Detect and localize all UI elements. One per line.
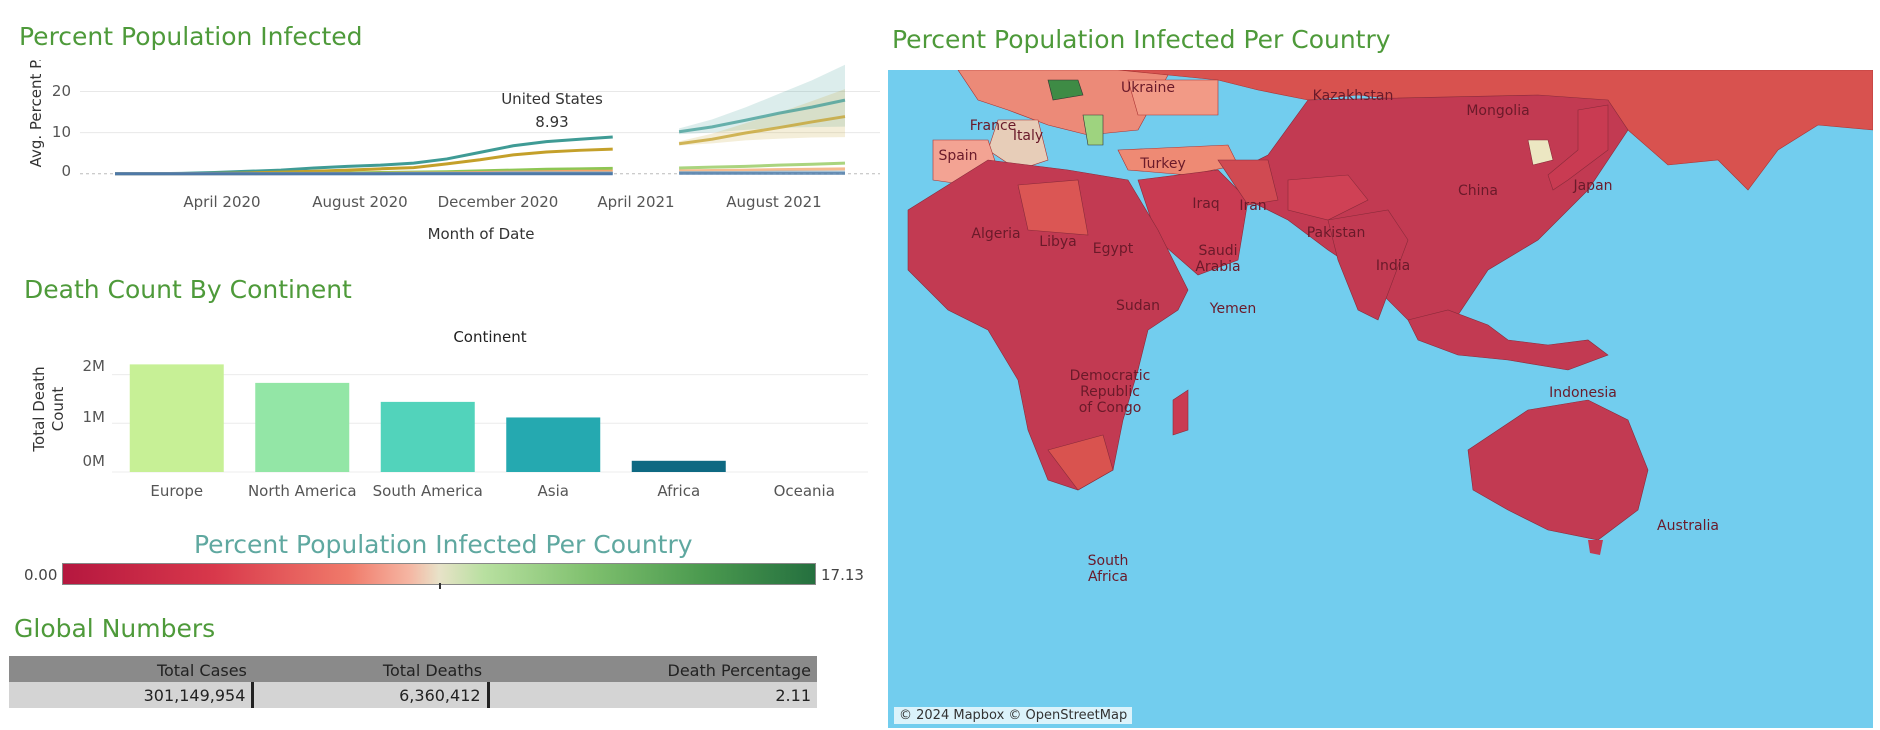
total-deaths-header: Total Deaths [252,656,489,682]
map-country-label: Spain [938,148,977,164]
map-country-label: France [970,118,1017,134]
map-country-label: Italy [1013,128,1043,144]
bar-asia[interactable] [506,417,601,472]
map-country-label: Ukraine [1121,80,1175,96]
line-x-tick: April 2021 [597,193,674,211]
line-series-3[interactable] [679,167,846,173]
line-x-tick: August 2020 [312,193,407,211]
line-y-tick: 20 [52,82,71,100]
czech-region[interactable] [1047,79,1084,101]
turkey-region[interactable] [1117,144,1239,176]
legend-min-label: 0.00 [24,566,58,584]
line-y-tick: 0 [61,162,71,180]
serbia-region[interactable] [1082,114,1104,146]
forecast-band [679,89,845,146]
bar-chart: Continent Total Death Count 2M 1M 0M Eur… [30,328,868,500]
line-series-0[interactable] [678,98,846,134]
death-percentage-header: Death Percentage [488,656,817,682]
map-attribution[interactable]: © 2024 Mapbox © OpenStreetMap [894,707,1133,724]
legend-marker [439,583,441,589]
map-country-label: China [1458,183,1498,199]
indonesia-region[interactable] [1407,309,1609,371]
tasmania-region[interactable] [1588,540,1603,555]
map-country-label: Mongolia [1466,103,1529,119]
map-country-label: Japan [1572,178,1612,194]
map-country-label: Egypt [1093,241,1134,257]
line-y-tick: 10 [52,123,71,141]
death-percentage-value: 2.11 [488,682,817,708]
color-legend-gradient [62,563,816,585]
pakistan-region[interactable] [1287,174,1369,221]
bar-y-axis-title-line2: Count [49,387,67,432]
india-region[interactable] [1327,209,1409,321]
china-region[interactable] [1237,94,1629,331]
global-numbers-table: Total Cases Total Deaths Death Percentag… [9,656,817,708]
korea-region[interactable] [1527,139,1554,166]
line-chart-title: Percent Population Infected [19,22,363,51]
africa-region[interactable] [907,159,1189,491]
map-country-label: Kazakhstan [1313,88,1394,104]
map-country-label: Democratic Republic of Congo [1070,368,1151,416]
total-cases-value: 301,149,954 [9,682,255,708]
map-country-label: Australia [1657,518,1719,534]
japan-region[interactable] [1547,104,1609,191]
bar-north-america[interactable] [255,382,350,472]
map-country-label: Libya [1039,234,1076,250]
australia-region[interactable] [1467,399,1649,541]
map-country-label: Iraq [1192,196,1219,212]
annotation-value: 8.93 [535,113,568,131]
map-country-label: Algeria [971,226,1020,242]
madagascar-region[interactable] [1172,389,1189,436]
total-cases-header: Total Cases [9,656,253,682]
map-country-label: Sudan [1116,298,1160,314]
iran-region[interactable] [1217,159,1279,206]
table-header-row: Total Cases Total Deaths Death Percentag… [9,656,817,682]
map-country-label: Saudi Arabia [1195,243,1240,275]
line-x-tick: April 2020 [183,193,260,211]
global-numbers-title: Global Numbers [14,614,216,643]
forecast-band [679,64,845,135]
line-series-1[interactable] [678,115,846,146]
annotation-country: United States [501,90,603,108]
bar-y-tick: 2M [83,357,106,375]
bar-y-axis-title-line1: Total Death [30,366,48,452]
map-country-label: Turkey [1139,156,1186,172]
line-x-tick: August 2021 [726,193,821,211]
ukraine-region[interactable] [1127,79,1219,116]
line-x-tick: December 2020 [438,193,559,211]
choropleth-map[interactable]: Ukraine Kazakhstan Mongolia France Italy Spai… [888,70,1873,728]
bar-south-america[interactable] [380,401,475,472]
bar-chart-title: Death Count By Continent [24,275,352,304]
line-chart: Avg. Percent P.. 20 10 0 April 2020 Augu… [27,60,880,243]
bar-category-label: Asia [538,482,569,500]
libya-region[interactable] [1017,179,1089,236]
map-country-label: Yemen [1209,301,1256,317]
map-country-label: Indonesia [1549,385,1617,401]
map-country-label: Pakistan [1307,225,1366,241]
bar-category-label: South America [373,482,483,500]
table-row: 301,149,954 6,360,412 2.11 [9,682,817,708]
bar-category-label: Oceania [774,482,835,500]
map-country-label: South Africa [1088,553,1129,585]
bar-y-tick: 0M [83,452,106,470]
legend-title: Percent Population Infected Per Country [194,530,693,559]
bar-category-label: North America [248,482,357,500]
bar-africa[interactable] [631,460,726,472]
bar-category-label: Europe [150,482,203,500]
total-deaths-value: 6,360,412 [252,682,490,708]
bar-europe[interactable] [129,364,224,472]
line-y-axis-title: Avg. Percent P.. [27,60,45,167]
bar-column-header: Continent [453,328,526,346]
map-country-label: Iran [1239,198,1266,214]
line-series-2[interactable] [679,161,846,170]
map-title: Percent Population Infected Per Country [892,25,1391,54]
bar-category-label: Africa [657,482,700,500]
legend-max-label: 17.13 [821,566,864,584]
bar-y-tick: 1M [83,408,106,426]
south-africa-region[interactable] [1047,434,1114,491]
map-country-label: India [1376,258,1410,274]
black-sea [1143,118,1213,142]
line-x-axis-title: Month of Date [428,225,535,243]
